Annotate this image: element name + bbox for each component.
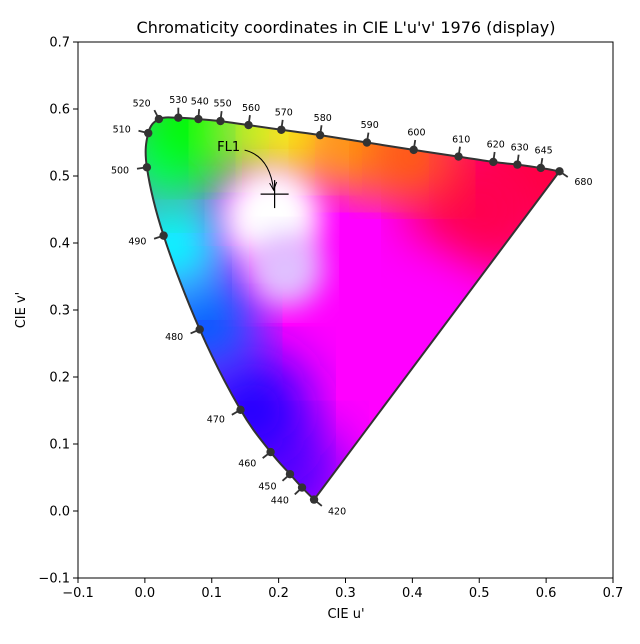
illuminant-arrow [244,149,275,191]
wavelength-label: 510 [113,124,131,135]
wavelength-marker [194,114,203,124]
y-tick-label: 0.2 [49,371,70,386]
wavelength-label: 530 [169,95,187,106]
y-tick-label: 0.3 [49,304,70,319]
chart-title: Chromaticity coordinates in CIE L'u'v' 1… [137,18,556,37]
wavelength-label: 600 [407,128,425,139]
wavelength-marker [277,125,286,134]
x-tick-label: 0.1 [201,586,222,601]
wavelength-marker [454,152,463,161]
wavelength-label: 570 [275,107,293,118]
wavelength-marker [144,128,153,138]
illuminant-fl1: FL1 [217,140,289,209]
wavelength-label: 590 [361,120,379,131]
x-tick-label: −0.1 [62,586,94,601]
wavelength-label: 630 [511,142,529,153]
y-tick-label: 0.0 [49,505,70,520]
wavelength-marker [142,163,152,172]
x-tick-label: 0.3 [335,586,356,601]
wavelength-marker [266,447,275,457]
wavelength-label: 580 [314,113,332,124]
x-tick-label: 0.5 [469,586,490,601]
x-tick-label: 0.7 [603,586,624,601]
y-tick-label: 0.7 [49,36,70,51]
wavelength-label: 450 [258,482,276,493]
y-axis-label: CIE v' [14,292,29,329]
x-axis-ticks: −0.1 0.0 0.1 0.2 0.3 0.4 0.5 0.6 0.7 [62,578,623,601]
wavelength-marker [309,495,319,504]
wavelength-marker [195,325,204,334]
wavelength-marker [555,167,564,176]
x-tick-label: 0.4 [402,586,423,601]
wavelength-label: 420 [328,506,346,517]
illuminant-label: FL1 [217,140,240,155]
wavelength-label: 540 [191,97,209,108]
wavelength-marker [513,160,522,169]
y-tick-label: −0.1 [38,572,70,587]
wavelength-label: 470 [207,414,225,425]
wavelength-marker [174,113,183,122]
y-tick-label: 0.6 [49,103,70,118]
x-axis-label: CIE u' [327,607,364,622]
wavelength-marker [297,483,307,492]
wavelength-label: 680 [574,177,592,188]
wavelength-label: 460 [238,459,256,470]
wavelength-label: 620 [487,140,505,151]
wavelength-marker [536,163,545,173]
y-tick-label: 0.5 [49,170,70,185]
wavelength-markers: 420 440 450 460 470 480 490 500 510 520 530 540 550 5… [111,95,593,517]
x-tick-label: 0.0 [135,586,156,601]
wavelength-label: 500 [111,165,129,176]
wavelength-label: 610 [452,134,470,145]
wavelength-marker [362,138,372,147]
y-axis-ticks: −0.1 0.0 0.1 0.2 0.3 0.4 0.5 0.6 0.7 [38,36,78,587]
wavelength-marker [409,145,418,155]
gamut-fill [145,117,560,500]
wavelength-label: 440 [271,495,289,506]
x-tick-label: 0.2 [268,586,289,601]
wavelength-marker [236,405,245,415]
wavelength-label: 520 [133,99,151,110]
wavelength-marker [489,157,498,167]
x-tick-label: 0.6 [536,586,557,601]
wavelength-marker [285,469,295,479]
wavelength-marker [216,116,225,126]
y-tick-label: 0.4 [49,237,70,252]
illuminant-arrowhead [269,181,278,192]
wavelength-marker [244,120,253,130]
y-tick-label: 0.1 [49,438,70,453]
wavelength-marker [159,231,168,240]
wavelength-label: 490 [128,237,146,248]
wavelength-marker [154,114,164,124]
wavelength-label: 550 [214,99,232,110]
wavelength-label: 645 [535,146,553,157]
wavelength-marker [315,130,325,140]
wavelength-label: 560 [242,103,260,114]
wavelength-label: 480 [165,332,183,343]
